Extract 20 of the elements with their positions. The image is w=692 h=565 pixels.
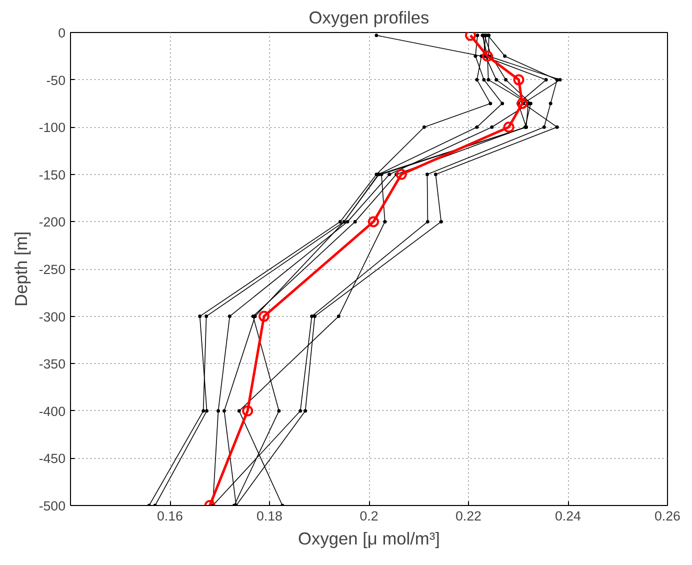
y-tick-label: -300	[38, 309, 66, 324]
x-tick-label: 0.24	[555, 508, 582, 524]
x-axis-title: Oxygen [μ mol/m³]	[298, 528, 440, 548]
y-tick-label: -200	[38, 214, 66, 230]
y-tick-label: -400	[38, 404, 66, 419]
y-tick-label: 0	[58, 26, 66, 40]
y-tick-label: -500	[38, 498, 66, 514]
y-tick-label: -50	[46, 72, 66, 88]
x-tick-label: 0.2	[360, 508, 378, 524]
chart-title: Oxygen profiles	[308, 8, 430, 28]
x-tick-label: 0.26	[654, 508, 680, 524]
y-tick-label: -100	[38, 120, 66, 136]
x-tick-label: 0.18	[256, 508, 282, 524]
y-axis-title: Depth [m]	[10, 231, 31, 307]
y-tick-label: -150	[38, 167, 66, 182]
y-tick-label: -250	[38, 262, 66, 277]
y-tick-label: -450	[38, 451, 66, 466]
x-tick-label: 0.22	[456, 508, 482, 524]
x-tick-label: 0.16	[157, 508, 183, 524]
y-tick-label: -350	[38, 356, 66, 372]
